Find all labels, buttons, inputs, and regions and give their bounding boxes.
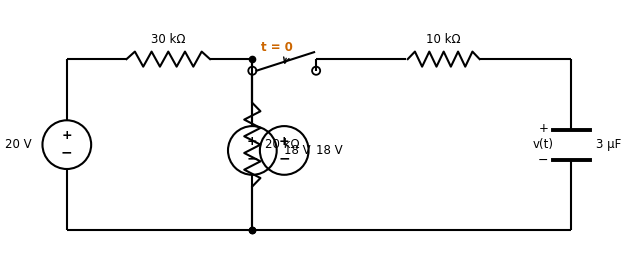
Text: 3 μF: 3 μF	[595, 138, 621, 151]
Text: −: −	[538, 154, 548, 167]
Text: 10 kΩ: 10 kΩ	[426, 33, 461, 46]
Text: 20 kΩ: 20 kΩ	[265, 138, 300, 151]
Text: +: +	[61, 129, 72, 143]
Text: −: −	[279, 151, 290, 165]
Text: +: +	[538, 122, 548, 136]
Text: +: +	[247, 135, 258, 148]
Text: 30 kΩ: 30 kΩ	[151, 33, 185, 46]
Text: 18 V: 18 V	[316, 144, 343, 157]
Text: 18 V: 18 V	[284, 144, 311, 157]
Text: −: −	[247, 151, 258, 165]
Text: −: −	[61, 145, 73, 159]
Text: 20 V: 20 V	[6, 138, 32, 151]
Text: v(t): v(t)	[533, 138, 554, 151]
Text: +: +	[279, 135, 290, 148]
Text: t = 0: t = 0	[261, 41, 293, 55]
